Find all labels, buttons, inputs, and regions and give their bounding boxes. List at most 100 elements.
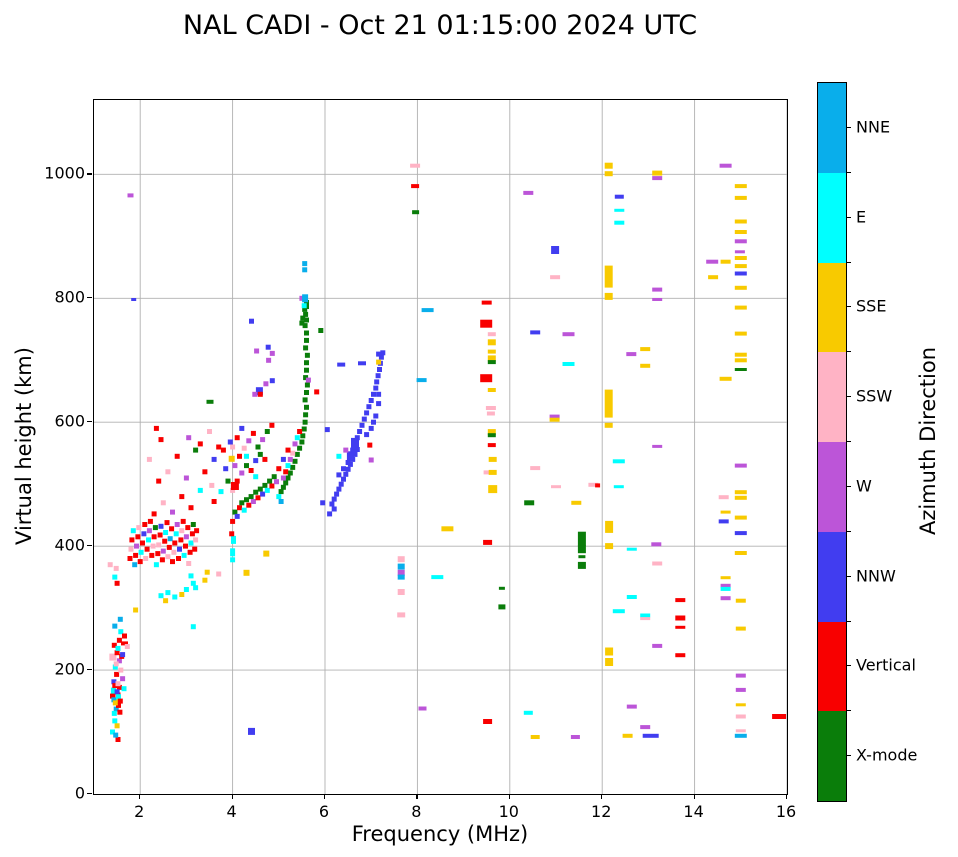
echo-point-x-mode bbox=[190, 522, 196, 527]
echo-point-ssw bbox=[410, 163, 421, 168]
x-tick-mark bbox=[324, 794, 326, 799]
echo-point-ssw bbox=[113, 661, 119, 667]
echo-point-x-mode bbox=[304, 317, 309, 323]
echo-point-w bbox=[232, 463, 238, 469]
echo-point-ssw bbox=[128, 546, 134, 552]
echo-point-x-mode bbox=[271, 474, 277, 480]
echo-point-w bbox=[343, 447, 349, 453]
echo-point-nne bbox=[302, 294, 309, 303]
y-tick-mark bbox=[87, 669, 92, 671]
echo-point-sse bbox=[179, 592, 185, 597]
echo-point-nnw bbox=[341, 466, 346, 472]
echo-point-e bbox=[158, 593, 164, 599]
echo-point-ssw bbox=[115, 681, 121, 687]
echo-point-vertical bbox=[675, 653, 686, 658]
colorbar-label-w: W bbox=[856, 476, 872, 496]
colorbar-tick bbox=[846, 396, 851, 398]
echo-point-x-mode bbox=[487, 360, 496, 365]
echo-point-ssw bbox=[397, 589, 405, 595]
colorbar-boundary-tick bbox=[846, 620, 851, 622]
echo-point-w bbox=[292, 441, 298, 447]
echo-point-e bbox=[562, 362, 575, 366]
echo-point-sse bbox=[734, 495, 747, 500]
echo-point-vertical bbox=[117, 698, 123, 704]
scatter-canvas bbox=[94, 100, 787, 794]
chart-title: NAL CADI - Oct 21 01:15:00 2024 UTC bbox=[182, 10, 698, 41]
echo-point-nne bbox=[397, 563, 405, 570]
echo-point-e bbox=[613, 485, 624, 489]
colorbar-label-x-mode: X-mode bbox=[856, 745, 918, 765]
x-tick-mark bbox=[693, 794, 695, 799]
echo-point-sse bbox=[734, 256, 747, 260]
echo-point-nnw bbox=[357, 429, 363, 434]
colorbar-segment-x-mode bbox=[818, 711, 846, 801]
echo-point-vertical bbox=[675, 598, 686, 603]
echo-point-vertical bbox=[234, 478, 240, 484]
echo-point-vertical bbox=[480, 319, 493, 328]
echo-point-ssw bbox=[118, 667, 124, 673]
echo-point-vertical bbox=[117, 709, 123, 715]
x-tick-mark bbox=[786, 794, 788, 799]
echo-point-sse bbox=[734, 331, 747, 336]
echo-point-w bbox=[266, 357, 272, 363]
echo-point-w bbox=[254, 348, 260, 354]
echo-point-nnw bbox=[371, 391, 376, 397]
echo-point-nnw bbox=[337, 362, 346, 367]
echo-point-nne bbox=[111, 697, 117, 703]
echo-point-w bbox=[570, 735, 580, 739]
echo-point-vertical bbox=[110, 693, 115, 699]
echo-point-e bbox=[612, 459, 625, 464]
echo-point-x-mode bbox=[264, 429, 270, 434]
echo-point-vertical bbox=[116, 637, 122, 643]
echo-point-nnw bbox=[359, 422, 365, 428]
echo-point-vertical bbox=[162, 538, 168, 544]
echo-point-sse bbox=[441, 526, 454, 532]
echo-point-ssw bbox=[179, 528, 185, 534]
echo-point-sse bbox=[604, 171, 613, 177]
echo-point-sse bbox=[605, 520, 614, 533]
echo-point-w bbox=[368, 457, 374, 463]
echo-point-e bbox=[230, 548, 236, 557]
echo-point-vertical bbox=[137, 559, 143, 565]
echo-point-ssw bbox=[156, 542, 162, 548]
echo-point-sse bbox=[734, 515, 747, 520]
echo-point-sse bbox=[133, 607, 139, 613]
echo-point-sse bbox=[487, 339, 496, 346]
echo-point-sse bbox=[530, 735, 540, 739]
echo-point-ssw bbox=[397, 612, 406, 618]
echo-point-nnw bbox=[375, 373, 381, 379]
echo-point-nnw bbox=[378, 354, 384, 360]
plot-area bbox=[93, 99, 788, 795]
gridlines bbox=[94, 100, 787, 794]
echo-point-nnw bbox=[336, 486, 342, 492]
echo-point-x-mode bbox=[304, 382, 310, 388]
y-tick-mark bbox=[87, 297, 92, 299]
echo-point-vertical bbox=[142, 522, 148, 527]
echo-point-w bbox=[720, 596, 731, 601]
echo-point-w bbox=[652, 643, 663, 648]
echo-point-vertical bbox=[153, 425, 159, 431]
echo-point-nnw bbox=[374, 379, 380, 385]
echo-point-x-mode bbox=[302, 323, 308, 329]
echo-point-vertical bbox=[367, 442, 373, 448]
echo-point-nnw bbox=[551, 246, 560, 254]
echo-point-nnw bbox=[338, 481, 344, 487]
echo-point-nnw bbox=[227, 439, 233, 445]
echo-point-vertical bbox=[276, 466, 282, 472]
echo-point-vertical bbox=[230, 482, 239, 490]
echo-point-vertical bbox=[255, 495, 261, 501]
echo-point-vertical bbox=[149, 552, 155, 558]
echo-point-nnw bbox=[366, 404, 372, 410]
echo-point-ssw bbox=[109, 653, 117, 661]
x-tick-12: 12 bbox=[591, 802, 612, 821]
echo-point-x-mode bbox=[577, 545, 586, 554]
echo-point-nnw bbox=[377, 367, 382, 372]
echo-point-w bbox=[626, 352, 637, 357]
echo-point-e bbox=[614, 220, 625, 225]
echo-point-x-mode bbox=[577, 561, 586, 569]
echo-point-x-mode bbox=[304, 337, 309, 343]
colorbar-segment-vertical bbox=[818, 621, 846, 712]
echo-point-vertical bbox=[411, 184, 420, 189]
echo-point-e bbox=[112, 718, 118, 724]
y-tick-600: 600 bbox=[54, 411, 85, 431]
